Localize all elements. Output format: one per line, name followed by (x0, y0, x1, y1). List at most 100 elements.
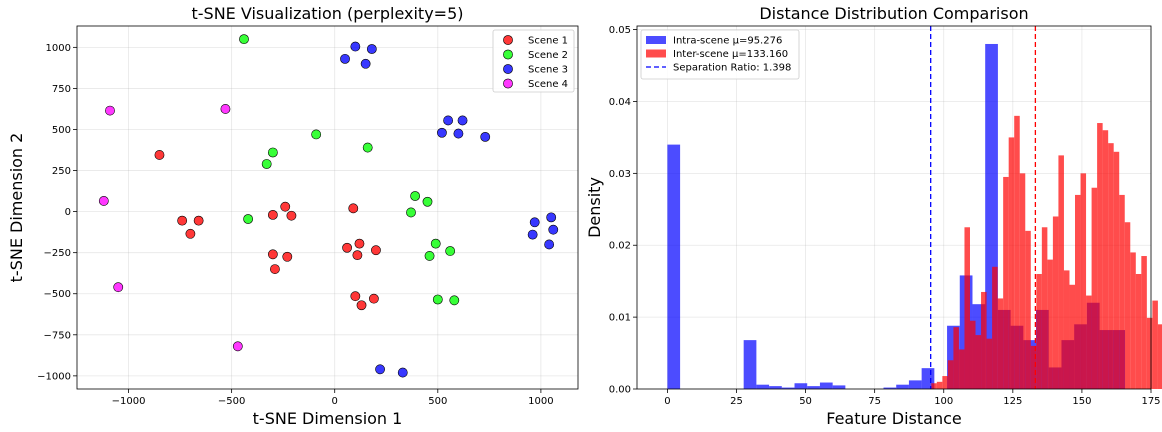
tsne-series-2 (239, 34, 460, 306)
tsne-point (371, 245, 381, 256)
distance-legend-label: Separation Ratio: 1.398 (673, 63, 791, 74)
tsne-point (311, 129, 322, 140)
distance-bar (794, 383, 808, 389)
distance-bar (947, 360, 954, 389)
distance-legend-swatch (646, 36, 666, 44)
tsne-ticks: −1000 −500 0 500 1000 −1000 −750 −500 −250 0 250 50… (37, 43, 553, 407)
distance-bar (1152, 300, 1158, 389)
tsne-point (410, 191, 421, 201)
distance-bar (756, 384, 770, 389)
tsne-point (267, 249, 278, 260)
distance-ytick-label: 0.05 (609, 25, 631, 36)
distance-bar (1030, 345, 1037, 389)
tsne-point (544, 239, 555, 250)
distance-xtick-label: 100 (934, 396, 953, 407)
distance-bar (1130, 252, 1136, 389)
tsne-point (546, 212, 557, 223)
distance-bar (1157, 324, 1162, 389)
tsne-point (340, 53, 350, 64)
tsne-point (113, 282, 124, 293)
tsne-ytick-label: 250 (52, 166, 71, 177)
distance-bar (986, 338, 993, 389)
distance-bar (819, 382, 833, 389)
distance-bar (1025, 230, 1031, 389)
tsne-point (375, 364, 385, 375)
distance-bar (743, 340, 757, 389)
distance-bar (807, 386, 820, 389)
distance-legend-swatch (646, 49, 666, 58)
tsne-point (261, 159, 272, 169)
tsne-legend: Scene 1 Scene 2 Scene 3 Scene 4 (492, 29, 575, 93)
tsne-point (193, 215, 204, 226)
distance-bar (883, 387, 897, 389)
tsne-xtick-label: −1000 (112, 396, 146, 407)
tsne-xtick-label: 0 (332, 396, 338, 407)
tsne-series-4 (98, 104, 243, 352)
distance-xtick-label: 175 (1141, 396, 1160, 407)
distance-bar (958, 349, 965, 389)
distance-legend-box (640, 29, 800, 80)
distance-bar (1052, 216, 1059, 389)
distance-bar (981, 291, 987, 389)
distance-title: Distance Distribution Comparison (759, 4, 1028, 23)
tsne-point (177, 215, 188, 226)
tsne-ylabel: t-SNE Dimension 2 (7, 133, 26, 283)
tsne-point (105, 105, 115, 116)
distance-bar (969, 320, 976, 389)
distance-bar (769, 386, 782, 389)
distance-chart: 0 25 50 75 100 125 150 175 0.00 0.01 0.02 0.03 0.04 0… (585, 4, 1162, 428)
distance-xtick-label: 0 (664, 396, 670, 407)
distance-bar (1063, 270, 1070, 389)
distance-legend-label: Intra-scene μ=95.276 (673, 36, 782, 47)
tsne-point (422, 196, 433, 207)
tsne-point (548, 224, 559, 235)
distance-bar (1080, 173, 1087, 389)
tsne-xtick-label: 500 (428, 396, 447, 407)
tsne-legend-marker (503, 64, 513, 74)
tsne-legend-label: Scene 3 (528, 65, 568, 76)
tsne-legend-label: Scene 1 (528, 36, 568, 47)
tsne-point (342, 242, 352, 253)
tsne-point (185, 228, 196, 239)
tsne-ytick-label: 0 (65, 207, 71, 218)
distance-series-inter (931, 115, 1162, 389)
distance-ytick-label: 0.02 (609, 241, 631, 252)
distance-xtick-label: 25 (730, 396, 743, 407)
tsne-point (280, 201, 291, 212)
distance-xtick-label: 50 (799, 396, 812, 407)
distance-bar (667, 144, 681, 389)
distance-bar (1069, 284, 1076, 389)
distance-bar (1146, 317, 1153, 389)
distance-bar (1003, 176, 1009, 389)
tsne-point (406, 207, 416, 218)
distance-bar (1041, 227, 1048, 389)
distance-bar (1047, 259, 1053, 389)
distance-mean-lines (930, 26, 1037, 389)
distance-bar (953, 327, 959, 389)
distance-bar (931, 383, 937, 389)
tsne-point (350, 291, 361, 302)
distance-ticks: 0 25 50 75 100 125 150 175 0.00 0.01 0.02 0.03 0.04 0… (609, 25, 1161, 407)
distance-plot-frame (636, 25, 1152, 390)
tsne-point (348, 203, 359, 214)
tsne-ytick-label: 500 (52, 125, 71, 136)
tsne-point (282, 251, 293, 262)
distance-legend-label: Inter-scene μ=133.160 (673, 49, 788, 60)
distance-xtick-label: 150 (1072, 396, 1091, 407)
tsne-title: t-SNE Visualization (perplexity=5) (192, 4, 464, 23)
distance-bar (908, 380, 922, 389)
distance-legend: Intra-scene μ=95.276 Inter-scene μ=133.16… (640, 29, 800, 80)
tsne-point (437, 127, 447, 138)
distance-bar (1091, 187, 1098, 389)
tsne-point (529, 217, 540, 228)
tsne-point (430, 238, 441, 249)
tsne-legend-marker (503, 49, 513, 60)
distance-bar (1141, 256, 1147, 389)
tsne-points (98, 34, 559, 378)
distance-bar (1036, 273, 1042, 389)
tsne-point (286, 210, 297, 221)
distance-xtick-label: 75 (868, 396, 881, 407)
tsne-ytick-label: 750 (52, 84, 71, 95)
tsne-ytick-label: −1000 (37, 371, 71, 382)
distance-bar (975, 335, 982, 389)
